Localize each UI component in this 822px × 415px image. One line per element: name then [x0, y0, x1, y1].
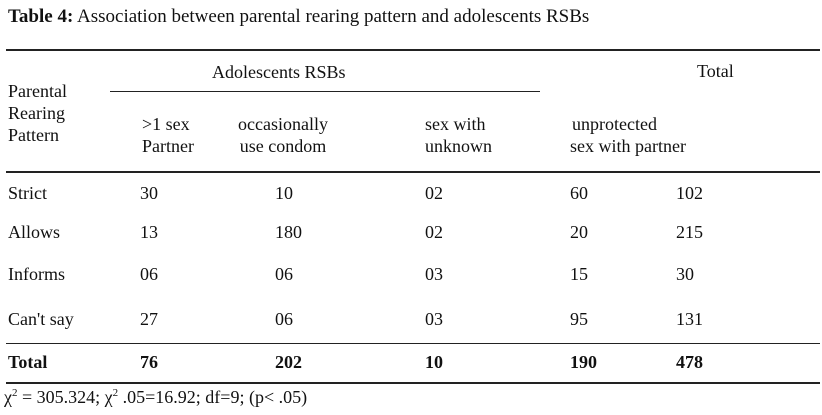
total-header: Total: [697, 61, 734, 81]
table-cell: 95: [570, 309, 588, 329]
table-cell: 06: [275, 264, 293, 284]
table-cell: 60: [570, 183, 588, 203]
total-cell: 76: [140, 352, 158, 372]
table-cell: 102: [676, 183, 703, 203]
table-caption-label: Table 4:: [8, 6, 74, 27]
table-cell: 10: [275, 183, 293, 203]
chi-symbol: χ: [104, 387, 113, 407]
column-header-line: occasionally: [238, 114, 328, 134]
table-cell: 30: [676, 264, 694, 284]
superscript: 2: [12, 387, 18, 399]
footnote-text: = 305.324;: [17, 387, 105, 407]
column-header-line: use condom: [239, 136, 327, 156]
group-header: Adolescents RSBs: [212, 62, 346, 82]
total-row-label: Total: [8, 352, 48, 372]
column-header: sex with unknown: [425, 113, 492, 157]
total-cell: 478: [676, 352, 703, 372]
column-header-line: Partner: [142, 136, 194, 156]
row-header-line: Pattern: [8, 125, 59, 145]
table-cell: 180: [275, 222, 302, 242]
top-rule: [6, 49, 820, 51]
table-cell: 02: [425, 222, 443, 242]
table-cell: 215: [676, 222, 703, 242]
table-cell: 131: [676, 309, 703, 329]
total-cell: 202: [275, 352, 302, 372]
column-header: >1 sex Partner: [142, 113, 194, 157]
total-cell: 10: [425, 352, 443, 372]
table-cell: 03: [425, 264, 443, 284]
column-header-line: >1 sex: [142, 114, 190, 134]
total-top-rule: [6, 343, 820, 344]
column-header-line: sex with: [425, 114, 486, 134]
table-cell: 27: [140, 309, 158, 329]
row-label: Can't say: [8, 309, 74, 329]
table-caption-text: Association between parental rearing pat…: [77, 6, 590, 27]
column-header-line: sex with partner: [570, 136, 686, 156]
row-header: Parental Rearing Pattern: [8, 80, 67, 146]
table-caption: Table 4: Association between parental re…: [8, 6, 589, 28]
table-cell: 03: [425, 309, 443, 329]
table-cell: 20: [570, 222, 588, 242]
statistics-footnote: χ2 = 305.324; χ2 .05=16.92; df=9; (p< .0…: [4, 387, 307, 408]
superscript: 2: [112, 387, 119, 399]
bottom-rule: [6, 382, 820, 384]
header-bottom-rule: [6, 171, 820, 173]
table-cell: 15: [570, 264, 588, 284]
row-header-line: Rearing: [8, 103, 65, 123]
row-label: Allows: [8, 222, 61, 242]
row-label: Informs: [8, 264, 65, 284]
total-cell: 190: [570, 352, 597, 372]
column-header: occasionally use condom: [238, 113, 328, 157]
table-cell: 13: [140, 222, 158, 242]
table-cell: 06: [140, 264, 158, 284]
table-cell: 02: [425, 183, 443, 203]
table-cell: 30: [140, 183, 158, 203]
table-cell: 06: [275, 309, 293, 329]
column-header: unprotected sex with partner: [570, 113, 686, 157]
group-rule: [110, 91, 540, 92]
row-header-line: Parental: [8, 81, 67, 101]
footnote-text: .05=16.92; df=9; (p< .05): [118, 387, 308, 407]
chi-symbol: χ: [4, 387, 12, 407]
column-header-line: unknown: [425, 136, 492, 156]
row-label: Strict: [8, 183, 47, 203]
column-header-line: unprotected: [572, 114, 657, 134]
